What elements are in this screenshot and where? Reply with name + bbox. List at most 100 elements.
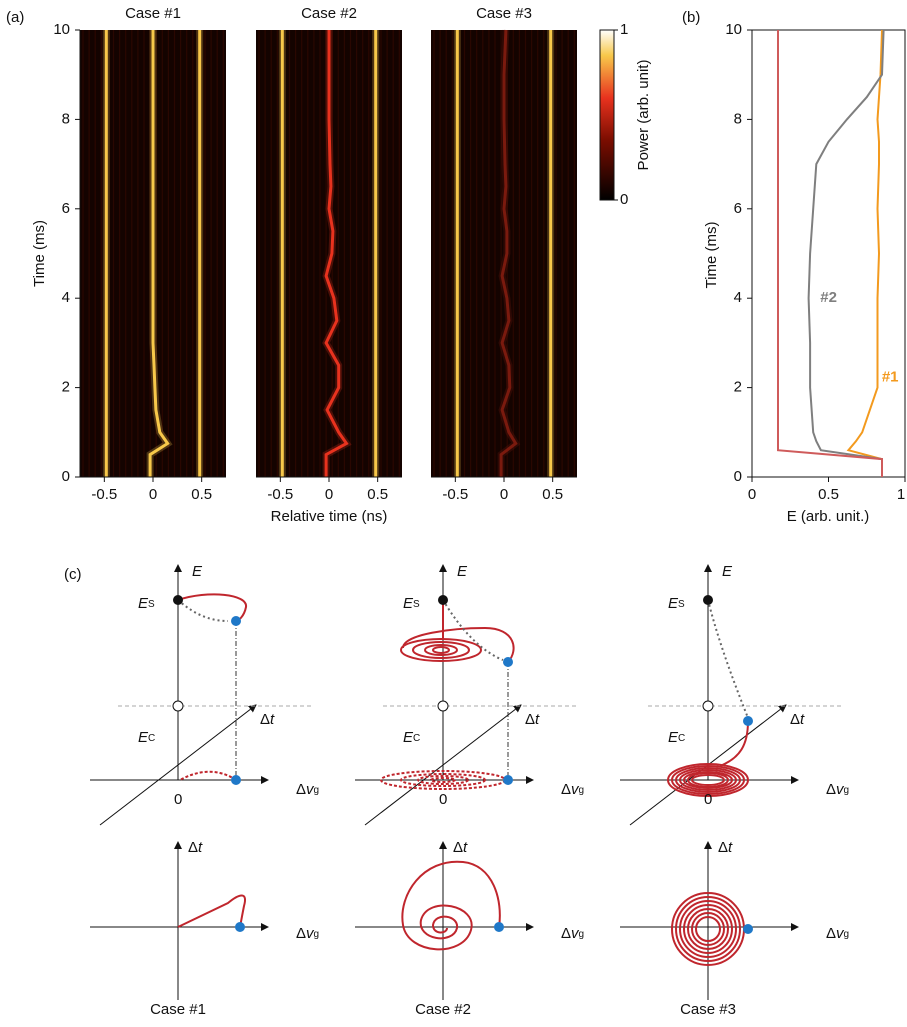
label-part: g xyxy=(314,929,320,940)
label-part: C xyxy=(413,733,420,744)
y-tick-label: 2 xyxy=(62,379,70,396)
trajectory xyxy=(401,860,501,951)
label-part: g xyxy=(579,785,585,796)
ec-point xyxy=(702,700,714,712)
label-part: 0 xyxy=(174,791,182,808)
label-part: 0 xyxy=(704,791,712,808)
x-tick-label: 0.5 xyxy=(191,486,212,503)
x-tick-label: 0.5 xyxy=(542,486,563,503)
label-part: Δ xyxy=(561,781,571,798)
diagram-label: 0 xyxy=(439,791,447,808)
case-diagram xyxy=(620,564,843,1000)
panel-label: (a) xyxy=(6,9,24,26)
x-tick-label: 0.5 xyxy=(367,486,388,503)
state-point xyxy=(494,922,504,932)
label-part: t xyxy=(463,839,468,856)
state-point xyxy=(743,716,753,726)
orbit xyxy=(400,638,482,662)
state-point xyxy=(743,924,753,934)
colorbar-tick-label: 1 xyxy=(620,21,628,38)
label-part: E xyxy=(668,595,679,612)
y-tick-label: 10 xyxy=(725,21,742,38)
state-point xyxy=(235,922,245,932)
label-part: E xyxy=(138,595,149,612)
x-axis-label: E (arb. unit.) xyxy=(787,508,870,525)
diagram-label: EC xyxy=(138,729,155,746)
x-tick-label: 0 xyxy=(500,486,508,503)
trajectory xyxy=(402,626,515,663)
trace xyxy=(324,30,349,477)
chart-title: Case #2 xyxy=(301,5,357,22)
label-part: t xyxy=(728,839,733,856)
diagram-label: Δvg xyxy=(296,781,319,798)
es-point xyxy=(703,595,713,605)
relaxation xyxy=(177,599,229,622)
label-part: g xyxy=(579,929,585,940)
diagram-label: E xyxy=(722,563,733,580)
label-part: E xyxy=(403,729,414,746)
label-part: Δ xyxy=(525,711,535,728)
orbit xyxy=(687,772,729,788)
orbit xyxy=(424,644,458,656)
label-part: S xyxy=(413,599,420,610)
label-part: Δ xyxy=(561,925,571,942)
orbit xyxy=(432,646,450,654)
diagram-label: EC xyxy=(403,729,420,746)
orbit xyxy=(695,916,721,942)
label-part: Δ xyxy=(296,781,306,798)
diagram-label: Δvg xyxy=(296,925,319,942)
orbit xyxy=(679,769,737,791)
label-part: v xyxy=(306,781,315,798)
label-part: Δ xyxy=(790,711,800,728)
case-label: Case #2 xyxy=(415,1001,471,1018)
state-point xyxy=(231,616,241,626)
label-part: Δ xyxy=(188,839,198,856)
label-part: S xyxy=(148,599,155,610)
label-part: E xyxy=(668,729,679,746)
line xyxy=(777,30,883,477)
case-label: Case #1 xyxy=(150,1001,206,1018)
plot-frame xyxy=(751,29,906,478)
y-tick-label: 10 xyxy=(53,21,70,38)
diagram-label: ES xyxy=(403,595,420,612)
trajectory xyxy=(177,894,246,928)
y-tick-label: 2 xyxy=(734,379,742,396)
diagram-label: ES xyxy=(668,595,685,612)
diagram-label: EC xyxy=(668,729,685,746)
diagram-label: Δt xyxy=(260,711,275,728)
label-part: t xyxy=(535,711,540,728)
label-part: Δ xyxy=(296,925,306,942)
orbit xyxy=(400,773,486,787)
relaxation xyxy=(707,599,749,719)
label-part: v xyxy=(571,781,580,798)
diagram-label: Δt xyxy=(525,711,540,728)
orbit xyxy=(691,774,725,786)
label-part: Δ xyxy=(826,925,836,942)
y-tick-label: 0 xyxy=(62,468,70,485)
line xyxy=(846,29,883,477)
x-tick-label: -0.5 xyxy=(267,486,293,503)
label-part: C xyxy=(148,733,155,744)
orbit xyxy=(671,765,745,795)
case-diagram xyxy=(355,564,578,1000)
x-tick-label: -0.5 xyxy=(442,486,468,503)
trace xyxy=(499,29,518,477)
case-diagram xyxy=(90,564,313,1000)
label-part: t xyxy=(270,711,275,728)
x-tick-label: 1 xyxy=(897,486,905,503)
y-tick-label: 6 xyxy=(734,200,742,217)
label-part: t xyxy=(800,711,805,728)
x-axis-label: Relative time (ns) xyxy=(271,508,388,525)
diagram-label: 0 xyxy=(704,791,712,808)
label-part: E xyxy=(722,563,733,580)
diagram-label: Δvg xyxy=(561,781,584,798)
diagram-label: Δvg xyxy=(826,925,849,942)
label-part: Δ xyxy=(260,711,270,728)
label-part: 0 xyxy=(439,791,447,808)
label-part: E xyxy=(457,563,468,580)
state-point xyxy=(503,775,513,785)
series-label: #2 xyxy=(820,289,837,306)
y-tick-label: 8 xyxy=(62,110,70,127)
line xyxy=(807,29,885,477)
x-tick-label: 0 xyxy=(748,486,756,503)
